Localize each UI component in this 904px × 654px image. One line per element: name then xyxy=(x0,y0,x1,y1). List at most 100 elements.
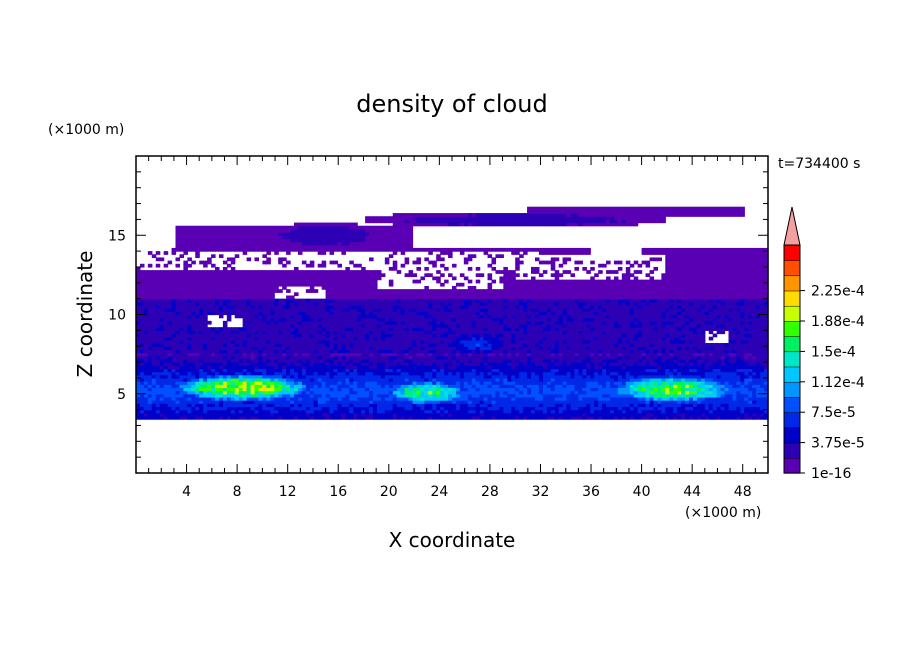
density-cell xyxy=(562,387,568,392)
density-cell xyxy=(736,324,741,328)
density-cell xyxy=(361,396,366,401)
density-cell xyxy=(333,355,339,360)
density-cell xyxy=(440,400,445,404)
density-cell xyxy=(582,330,587,335)
density-cell xyxy=(396,330,402,335)
density-cell xyxy=(337,339,342,344)
density-cell xyxy=(732,346,737,350)
density-cell xyxy=(669,368,674,373)
density-cell xyxy=(645,358,651,363)
density-cell xyxy=(546,343,552,347)
density-cell xyxy=(578,390,583,395)
density-cell xyxy=(203,400,208,404)
density-cell xyxy=(250,409,256,414)
density-cell xyxy=(724,358,730,363)
density-cell xyxy=(613,349,619,354)
density-cell xyxy=(136,343,141,347)
density-cell xyxy=(207,346,212,350)
density-cell xyxy=(195,349,200,354)
density-cell xyxy=(677,330,682,335)
density-cell xyxy=(191,349,196,354)
density-cell xyxy=(527,339,532,344)
density-cell xyxy=(594,336,599,341)
density-cell xyxy=(163,377,169,382)
density-cell xyxy=(471,374,477,379)
density-cell xyxy=(207,403,212,408)
density-cell xyxy=(388,390,394,395)
density-cell xyxy=(673,393,678,398)
density-cell xyxy=(503,393,508,398)
density-cell xyxy=(345,343,350,347)
density-cell xyxy=(400,387,406,392)
density-cell xyxy=(566,384,572,389)
density-cell xyxy=(523,403,528,408)
density-cell xyxy=(586,415,591,420)
density-cell xyxy=(637,362,643,366)
density-cell xyxy=(471,349,477,354)
density-cell xyxy=(222,409,228,414)
density-cell xyxy=(554,377,560,382)
density-cell xyxy=(696,320,702,325)
density-cell xyxy=(748,343,753,347)
density-cell xyxy=(400,390,406,395)
density-cell xyxy=(286,377,291,382)
density-cell xyxy=(511,346,516,350)
density-cell xyxy=(550,333,556,338)
density-cell xyxy=(752,358,757,363)
density-cell xyxy=(286,396,291,401)
density-cell xyxy=(736,371,741,376)
density-cell xyxy=(420,365,425,369)
density-cell xyxy=(428,374,433,379)
density-cell xyxy=(740,343,745,347)
density-cell xyxy=(203,358,208,363)
density-cell xyxy=(424,387,429,392)
density-cell xyxy=(187,355,192,360)
density-cell xyxy=(708,384,714,389)
density-cell xyxy=(546,396,552,401)
density-cell xyxy=(436,374,441,379)
density-cell xyxy=(199,343,204,347)
density-cell xyxy=(329,396,335,401)
density-cell xyxy=(349,336,354,341)
density-cell xyxy=(274,412,279,417)
density-cell xyxy=(159,415,165,420)
density-cell xyxy=(163,396,169,401)
density-cell xyxy=(641,412,647,417)
density-cell xyxy=(333,393,339,398)
density-cell xyxy=(187,393,192,398)
density-cell xyxy=(756,324,761,328)
density-cell xyxy=(637,387,643,392)
density-cell xyxy=(234,409,240,414)
density-cell xyxy=(365,339,370,344)
density-cell xyxy=(313,396,319,401)
density-cell xyxy=(412,368,418,373)
density-cell xyxy=(171,327,177,331)
density-cell xyxy=(558,346,564,350)
density-cell xyxy=(550,393,556,398)
density-cell xyxy=(408,339,414,344)
density-cell xyxy=(669,390,674,395)
density-cell xyxy=(696,336,702,341)
density-cell xyxy=(566,377,572,382)
density-cell xyxy=(155,355,161,360)
density-cell xyxy=(254,387,260,392)
density-cell xyxy=(226,333,232,338)
density-cell xyxy=(649,374,655,379)
density-cell xyxy=(369,346,374,350)
density-cell xyxy=(483,387,489,392)
density-cell xyxy=(337,371,342,376)
density-cell xyxy=(459,362,465,366)
density-cell xyxy=(677,336,682,341)
density-cell xyxy=(396,327,402,331)
density-cell xyxy=(167,409,173,414)
density-cell xyxy=(376,387,382,392)
density-cell xyxy=(649,339,655,344)
density-cell xyxy=(167,365,173,369)
density-cell xyxy=(657,349,662,354)
density-cell xyxy=(459,400,465,404)
density-cell xyxy=(475,377,481,382)
density-cell xyxy=(610,320,615,325)
density-cell xyxy=(728,374,734,379)
density-cell xyxy=(396,352,402,357)
density-cell xyxy=(242,390,248,395)
